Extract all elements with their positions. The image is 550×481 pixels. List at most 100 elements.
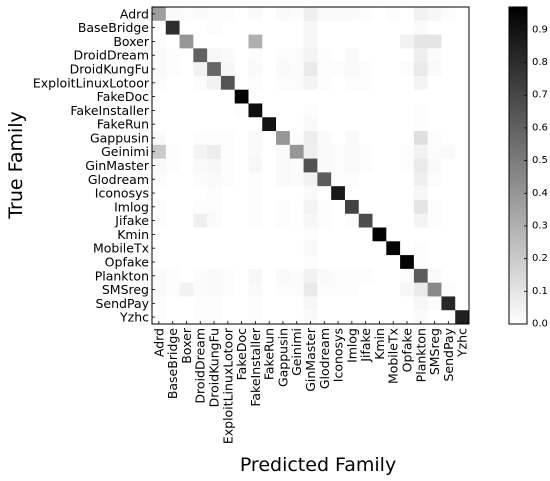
heatmap-cell bbox=[303, 75, 318, 91]
heatmap-cell bbox=[303, 34, 318, 49]
heatmap-cell bbox=[152, 62, 167, 77]
heatmap-cell bbox=[165, 48, 181, 63]
heatmap-cell bbox=[344, 103, 360, 118]
heatmap-cell bbox=[276, 213, 291, 229]
heatmap-cell bbox=[207, 255, 222, 270]
x-tick-label: Imlog bbox=[344, 328, 359, 363]
heatmap-cell bbox=[344, 117, 360, 132]
heatmap-cell bbox=[331, 213, 346, 229]
heatmap-cell bbox=[386, 296, 401, 311]
heatmap-cell bbox=[193, 75, 208, 91]
heatmap-cell bbox=[276, 227, 291, 242]
heatmap-cell bbox=[303, 48, 318, 63]
colorbar-ticks: 0.0 0.1 0.2 0.3 0.4 0.5 0.6 0.7 0.8 0.9 bbox=[524, 24, 548, 330]
heatmap-cell bbox=[234, 310, 249, 325]
heatmap-cell bbox=[331, 310, 346, 325]
heatmap-cell bbox=[262, 34, 277, 49]
heatmap-cell bbox=[344, 89, 360, 104]
heatmap-cell bbox=[455, 296, 470, 311]
heatmap-cell bbox=[386, 75, 401, 91]
heatmap-cell bbox=[400, 310, 415, 325]
colorbar-tick-label: 0.2 bbox=[532, 253, 548, 264]
heatmap-cell bbox=[427, 227, 442, 242]
heatmap-cell bbox=[455, 89, 470, 104]
heatmap-cell bbox=[303, 172, 318, 187]
heatmap-cell bbox=[179, 20, 194, 36]
heatmap-cell bbox=[248, 172, 263, 187]
heatmap-cell bbox=[179, 158, 194, 173]
heatmap-cell bbox=[276, 34, 291, 49]
y-tick-label: Imlog bbox=[114, 199, 149, 214]
heatmap-cell bbox=[317, 144, 332, 160]
heatmap-cell bbox=[220, 62, 236, 77]
heatmap-cell bbox=[276, 282, 291, 297]
heatmap-cell bbox=[220, 296, 236, 311]
heatmap-cell bbox=[193, 158, 208, 173]
heatmap-cell bbox=[220, 144, 236, 160]
heatmap-cell bbox=[207, 172, 222, 187]
heatmap-cell bbox=[165, 34, 181, 49]
heatmap-cell bbox=[289, 75, 305, 91]
x-tick-label: SMSreg bbox=[427, 328, 442, 375]
heatmap-cell bbox=[152, 103, 167, 118]
heatmap-cell bbox=[413, 186, 429, 201]
heatmap-cell bbox=[234, 255, 249, 270]
heatmap-cell bbox=[427, 103, 442, 118]
heatmap-cell bbox=[303, 227, 318, 242]
heatmap-cell bbox=[207, 213, 222, 229]
heatmap-cell bbox=[303, 296, 318, 311]
colorbar-tick-label: 0.7 bbox=[532, 90, 548, 101]
heatmap-cell bbox=[165, 186, 181, 201]
heatmap-cell bbox=[248, 144, 263, 160]
heatmap-cell bbox=[262, 103, 277, 118]
heatmap-cell bbox=[248, 103, 263, 118]
heatmap-cell bbox=[289, 7, 305, 22]
heatmap-cell bbox=[207, 282, 222, 297]
heatmap-cell bbox=[427, 7, 442, 22]
heatmap-cell bbox=[234, 103, 249, 118]
heatmap-cell bbox=[179, 268, 194, 284]
heatmap-cell bbox=[276, 20, 291, 36]
heatmap-cell bbox=[344, 62, 360, 77]
heatmap-cell bbox=[289, 103, 305, 118]
y-tick-label: FakeInstaller bbox=[70, 103, 150, 118]
heatmap-cell bbox=[179, 296, 194, 311]
heatmap-cell bbox=[400, 117, 415, 132]
heatmap-cell bbox=[165, 282, 181, 297]
y-tick-label: BaseBridge bbox=[78, 20, 149, 35]
heatmap-cell bbox=[400, 158, 415, 173]
heatmap-cell bbox=[455, 186, 470, 201]
heatmap-cell bbox=[331, 227, 346, 242]
heatmap-cell bbox=[317, 213, 332, 229]
heatmap-cell bbox=[276, 172, 291, 187]
heatmap-cell bbox=[413, 227, 429, 242]
heatmap-cell bbox=[234, 172, 249, 187]
heatmap-cell bbox=[413, 7, 429, 22]
heatmap-cell bbox=[331, 34, 346, 49]
heatmap-cell bbox=[165, 103, 181, 118]
y-tick-label: Kmin bbox=[117, 227, 149, 242]
heatmap-cell bbox=[193, 7, 208, 22]
heatmap-cell bbox=[234, 117, 249, 132]
y-tick-label: Adrd bbox=[120, 6, 149, 21]
heatmap-cell bbox=[441, 75, 456, 91]
heatmap-cell bbox=[455, 34, 470, 49]
heatmap-cell bbox=[413, 199, 429, 215]
heatmap-cell bbox=[276, 117, 291, 132]
heatmap-cell bbox=[358, 75, 374, 91]
heatmap-cell bbox=[413, 34, 429, 49]
heatmap-cell bbox=[303, 241, 318, 256]
heatmap-cell bbox=[234, 282, 249, 297]
heatmap-cell bbox=[303, 158, 318, 173]
heatmap-cell bbox=[413, 310, 429, 325]
y-axis-label: True Family bbox=[5, 111, 27, 220]
heatmap-cell bbox=[358, 158, 374, 173]
heatmap-cell bbox=[317, 48, 332, 63]
colorbar-tick-label: 0.5 bbox=[532, 155, 548, 166]
heatmap-cell bbox=[386, 186, 401, 201]
x-tick-label: BaseBridge bbox=[165, 328, 180, 399]
x-tick-label: Plankton bbox=[413, 328, 428, 382]
x-tick-label: FakeDoc bbox=[234, 328, 249, 380]
heatmap-cell bbox=[262, 20, 277, 36]
heatmap-cell bbox=[152, 255, 167, 270]
